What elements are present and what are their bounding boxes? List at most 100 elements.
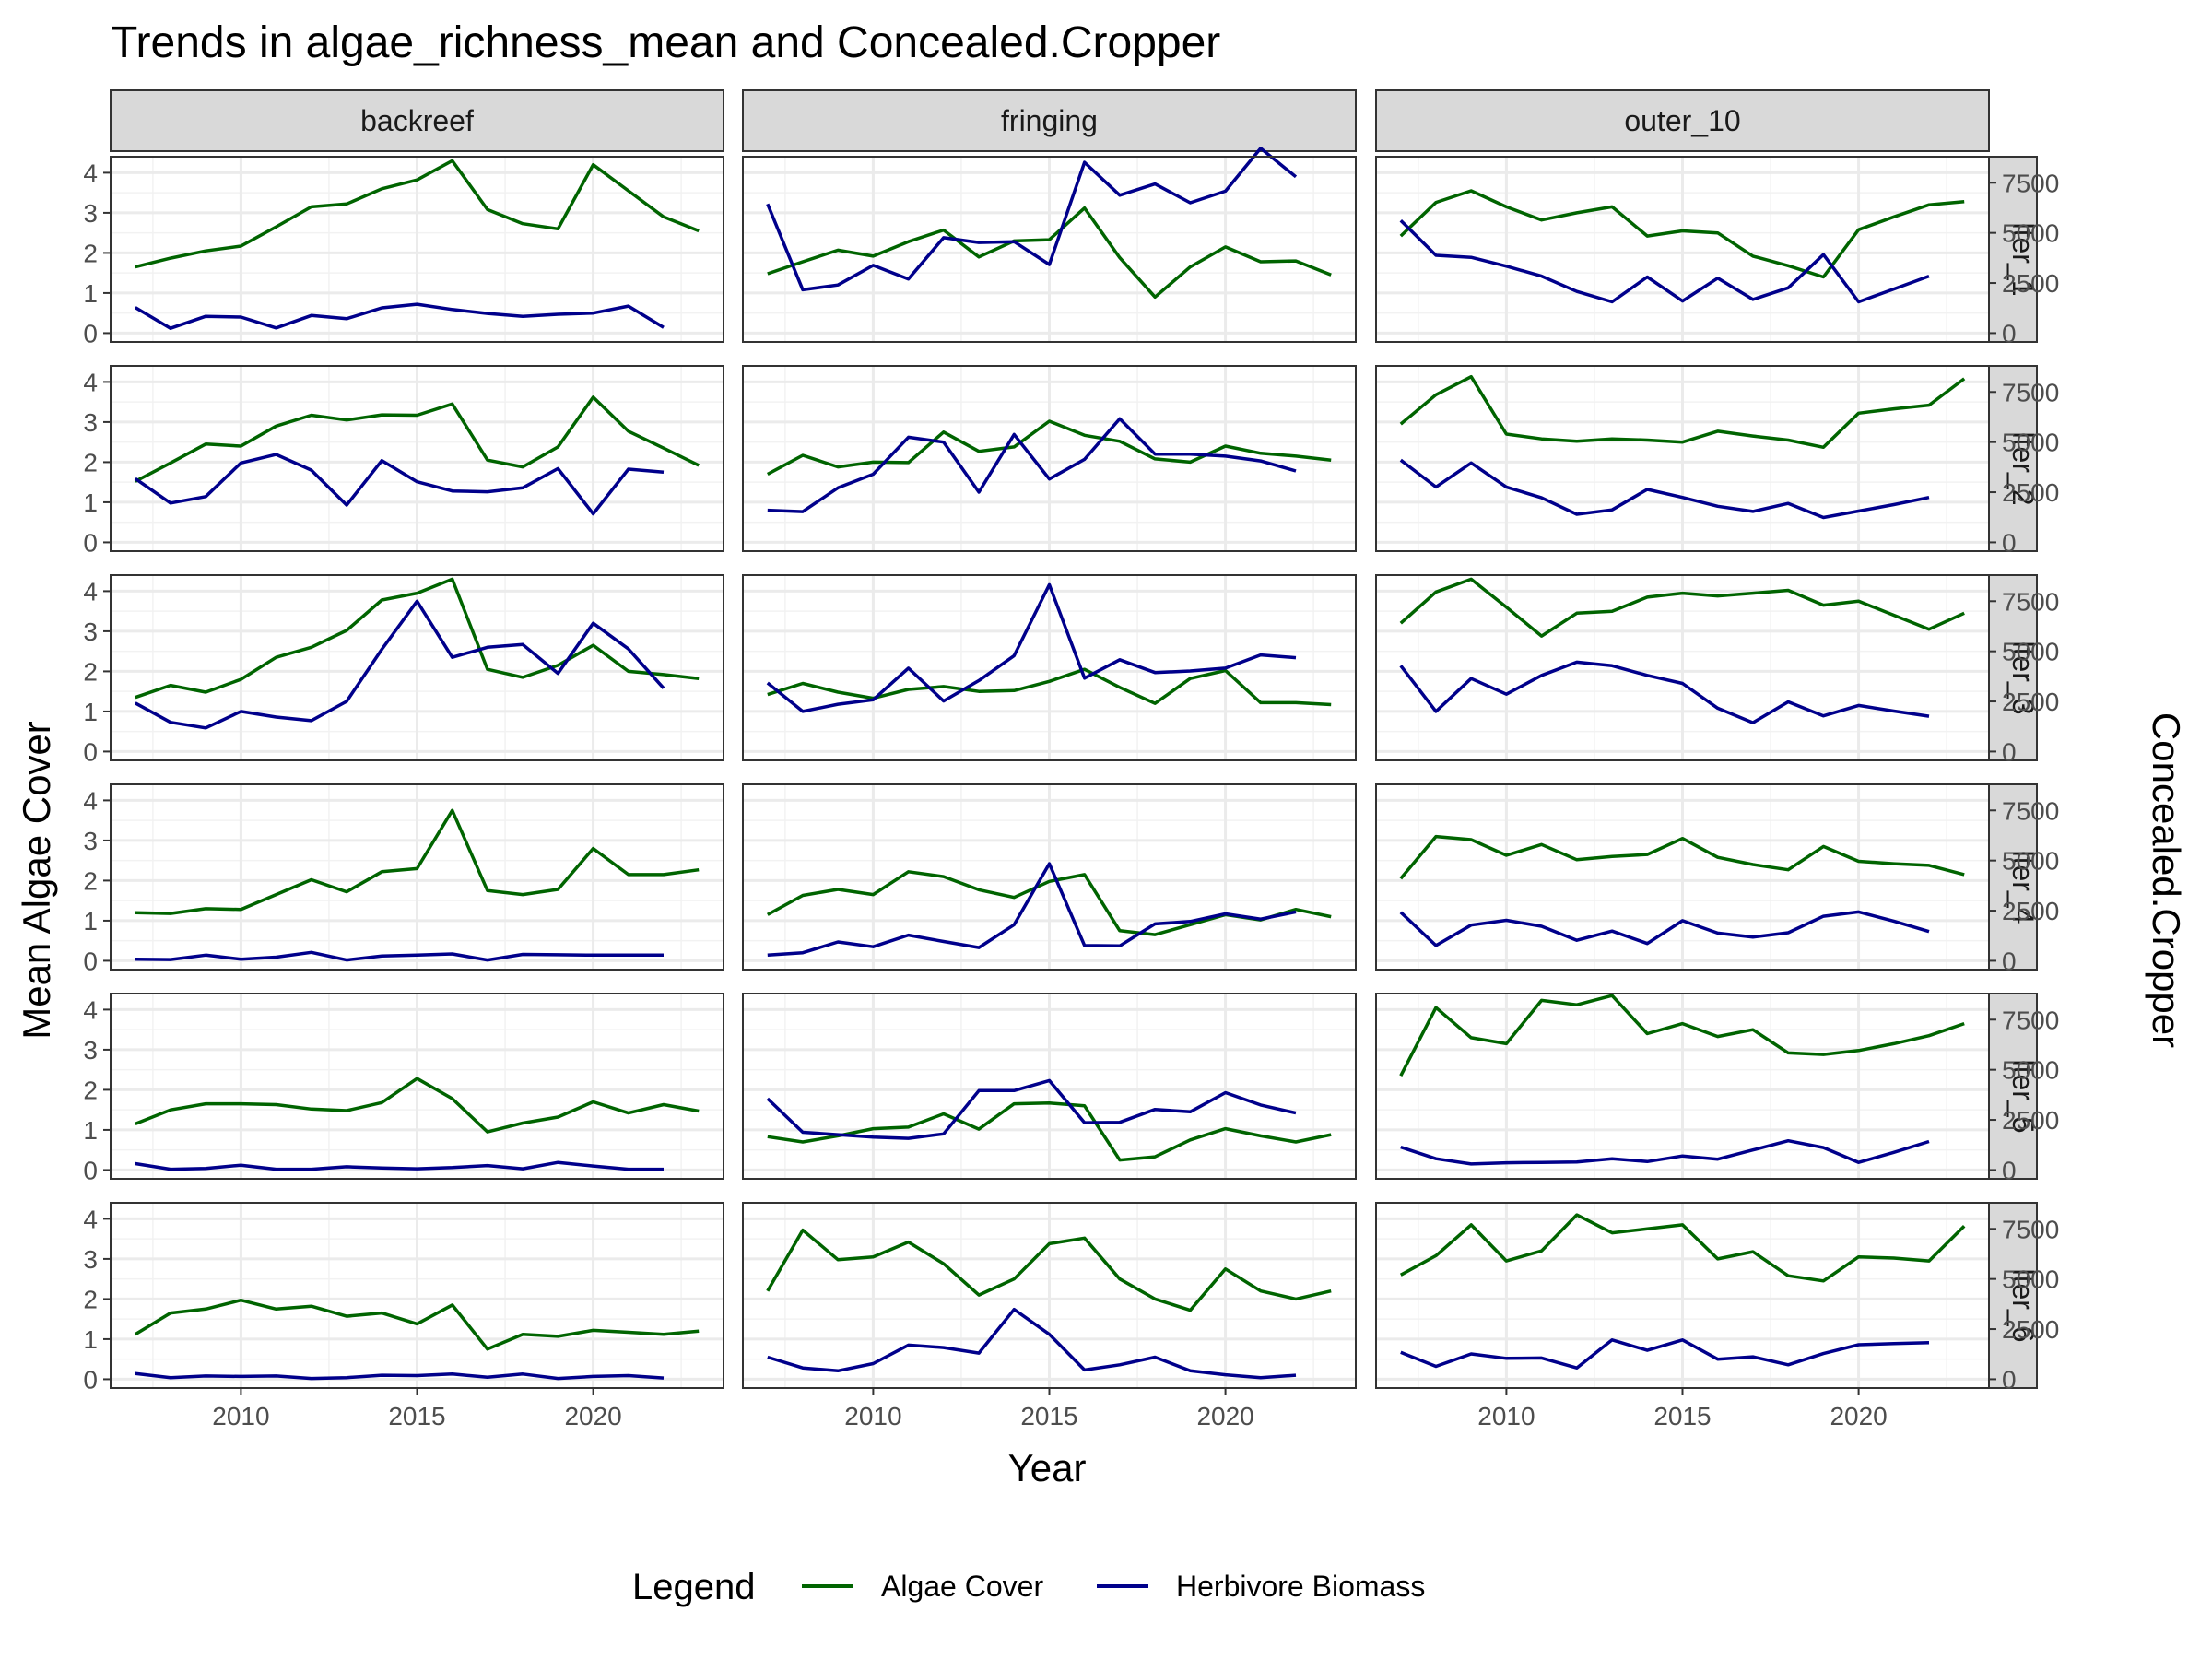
y-tick-label: 3 [83, 199, 98, 228]
y-tick-label: 4 [83, 577, 98, 606]
y2-tick-label: 7500 [2002, 1215, 2059, 1243]
panel-border [1375, 783, 1990, 971]
algae-cover-line [135, 1077, 700, 1134]
algae-cover-line [767, 1101, 1332, 1162]
column-strip-label: outer_10 [1624, 104, 1740, 137]
panel-border [1375, 574, 1990, 761]
x-tick-label: 2020 [564, 1402, 621, 1430]
panel-border [110, 365, 724, 552]
panel-fringing-lter-6: 2010 2015 2020 [742, 1202, 1357, 1430]
panel-fringing-lter-5 [742, 993, 1357, 1180]
panel-outer-10-lter-5: 0 2500 5000 7500 [1375, 993, 2059, 1184]
algae-cover-line [135, 159, 700, 269]
panel-outer-10-lter-1: 0 2500 5000 7500 [1375, 156, 2059, 347]
algae-cover-line [134, 395, 700, 483]
herbivore-biomass-line [1400, 1138, 1930, 1166]
legend-label-herbivore: Herbivore Biomass [1176, 1570, 1425, 1603]
y2-tick-label: 0 [2002, 1156, 2017, 1184]
row-strip-lter-5 [1988, 993, 2038, 1180]
x-tick-label: 2020 [1196, 1402, 1253, 1430]
y-tick-label: 1 [83, 1325, 98, 1354]
herbivore-biomass-line [1399, 218, 1930, 304]
panel-backreef-lter-2: 0 1 2 3 4 [83, 365, 724, 557]
row-strip-lter-3 [1988, 574, 2038, 761]
y2-tick-label: 2500 [2002, 1106, 2059, 1135]
panel-fringing-lter-1 [742, 147, 1357, 343]
herbivore-biomass-line [1399, 910, 1930, 947]
row-strip-lter-4 [1988, 783, 2038, 971]
y-tick-label: 3 [83, 1245, 98, 1274]
y-tick-label: 2 [83, 1076, 98, 1104]
legend-title: Legend [632, 1567, 755, 1607]
facet-grid: backreef fringing outer_10 lter_1 lter_2lter… [83, 89, 2059, 1430]
y2-tick-label: 2500 [2002, 478, 2059, 507]
row-strip-label: lter_6 [2006, 1268, 2040, 1342]
herbivore-biomass-line [135, 950, 664, 962]
y-tick-label: 4 [83, 368, 98, 396]
y-tick-label: 4 [83, 786, 98, 815]
y-tick-label: 1 [83, 279, 98, 308]
y2-tick-label: 5000 [2002, 1056, 2059, 1085]
y-tick-label: 2 [83, 239, 98, 267]
herbivore-biomass-line [766, 1078, 1297, 1140]
y2-tick-label: 2500 [2002, 688, 2059, 716]
row-strip-label: lter_4 [2006, 850, 2040, 924]
algae-cover-line [766, 419, 1332, 477]
herbivore-biomass-line [134, 453, 665, 516]
x-tick-label: 2015 [388, 1402, 445, 1430]
column-strip-label: backreef [360, 104, 474, 137]
panel-border [110, 574, 724, 761]
y-tick-label: 0 [83, 319, 98, 347]
y-tick-label: 4 [83, 995, 98, 1024]
row-strip-lter-1 [1988, 156, 2038, 343]
y2-tick-label: 7500 [2002, 796, 2059, 825]
panel-fringing-lter-2 [742, 365, 1357, 552]
panel-border [110, 783, 724, 971]
herbivore-biomass-line [134, 599, 665, 730]
panel-border [742, 783, 1357, 971]
chart-title: Trends in algae_richness_mean and Concea… [111, 18, 1220, 67]
y2-tick-label: 5000 [2002, 1265, 2059, 1294]
row-strip-lter-2 [1988, 365, 2038, 552]
panel-backreef-lter-3: 0 1 2 3 4 [83, 574, 724, 766]
panel-outer-10-lter-3: 0 2500 5000 7500 [1375, 574, 2059, 766]
y2-tick-label: 0 [2002, 947, 2017, 975]
x-tick-label: 2010 [1477, 1402, 1535, 1430]
secondary-y-axis-title: Concealed.Cropper [2145, 712, 2188, 1048]
algae-cover-line [135, 577, 700, 700]
y-tick-label: 0 [83, 528, 98, 557]
panel-fringing-lter-3 [742, 574, 1357, 761]
panel-border [110, 993, 724, 1180]
herbivore-biomass-line [767, 862, 1297, 958]
y2-tick-label: 0 [2002, 1365, 2017, 1394]
y-tick-label: 2 [83, 448, 98, 477]
panel-border [1375, 156, 1990, 343]
column-strip-fringing [742, 89, 1357, 152]
y2-tick-label: 2500 [2002, 897, 2059, 925]
y2-tick-label: 7500 [2002, 587, 2059, 616]
row-strip-label: lter_3 [2006, 641, 2040, 714]
panel-backreef-lter-6: 0 1 2 3 4 2010 2015 2020 [83, 1202, 724, 1430]
panel-outer-10-lter-4: 0 2500 5000 7500 [1375, 783, 2059, 975]
algae-cover-line [767, 667, 1332, 707]
y2-tick-label: 5000 [2002, 219, 2059, 248]
legend: Legend Algae Cover Herbivore Biomass [632, 1567, 1425, 1607]
y-tick-label: 4 [83, 1205, 98, 1233]
row-strip-lter-6 [1988, 1202, 2038, 1389]
algae-cover-line [1399, 994, 1965, 1077]
y-tick-label: 4 [83, 159, 98, 187]
panel-fringing-lter-4 [742, 783, 1357, 971]
y2-tick-label: 7500 [2002, 169, 2059, 197]
y-tick-label: 1 [83, 1116, 98, 1145]
panel-outer-10-lter-6: 0 2500 5000 7500 2010 2015 2020 [1375, 1202, 2059, 1430]
column-strip-backreef [110, 89, 724, 152]
herbivore-biomass-line [766, 582, 1297, 713]
algae-cover-line [1399, 834, 1965, 880]
y-tick-label: 3 [83, 1036, 98, 1065]
y-tick-label: 0 [83, 1365, 98, 1394]
herbivore-biomass-line [134, 302, 665, 330]
herbivore-biomass-line [1399, 458, 1930, 520]
panel-border [742, 993, 1357, 1180]
y-tick-label: 3 [83, 618, 98, 646]
algae-cover-line [1399, 577, 1965, 638]
